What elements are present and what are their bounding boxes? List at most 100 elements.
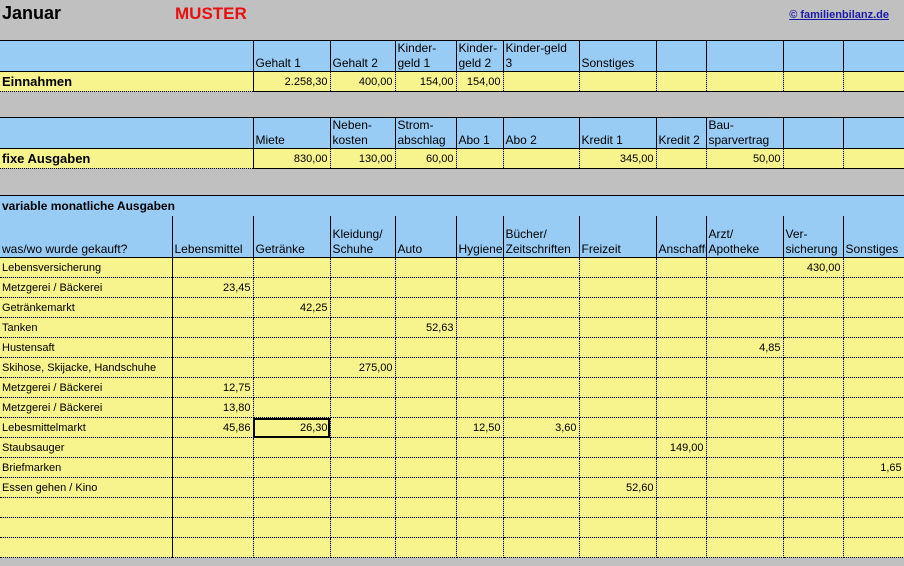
- expense-cell[interactable]: [330, 377, 396, 398]
- expense-cell[interactable]: [706, 357, 784, 378]
- expense-cell[interactable]: [503, 277, 580, 298]
- expense-cell[interactable]: [783, 317, 844, 338]
- variable-column-header[interactable]: Lebensmittel: [172, 215, 254, 258]
- expense-cell[interactable]: 12,50: [456, 417, 504, 438]
- expense-cell[interactable]: [706, 437, 784, 458]
- expense-cell[interactable]: [579, 417, 657, 438]
- income-value-cell[interactable]: [579, 71, 657, 92]
- expense-cell[interactable]: [172, 257, 254, 278]
- expense-cell[interactable]: 4,85: [706, 337, 784, 358]
- expense-cell[interactable]: [783, 357, 844, 378]
- expense-cell[interactable]: [706, 257, 784, 278]
- expense-cell[interactable]: [579, 537, 657, 558]
- variable-column-header[interactable]: Freizeit: [579, 215, 657, 258]
- fixed-value-cell[interactable]: [783, 148, 844, 169]
- purchase-label-cell[interactable]: Metzgerei / Bäckerei: [0, 377, 173, 398]
- purchase-label-cell[interactable]: Lebesmittelmarkt: [0, 417, 173, 438]
- expense-cell[interactable]: [579, 397, 657, 418]
- expense-cell[interactable]: [456, 477, 504, 498]
- purchase-label-cell[interactable]: Hustensaft: [0, 337, 173, 358]
- expense-cell[interactable]: [783, 537, 844, 558]
- expense-cell[interactable]: [843, 257, 904, 278]
- income-value-cell[interactable]: [843, 71, 904, 92]
- expense-cell[interactable]: 1,65: [843, 457, 904, 478]
- expense-cell[interactable]: [843, 297, 904, 318]
- expense-cell[interactable]: [503, 437, 580, 458]
- expense-cell[interactable]: [253, 357, 331, 378]
- expense-cell[interactable]: [579, 377, 657, 398]
- expense-cell[interactable]: [395, 517, 457, 538]
- expense-cell[interactable]: 26,30: [253, 417, 331, 438]
- purchase-label-cell[interactable]: Getränkemarkt: [0, 297, 173, 318]
- expense-cell[interactable]: [783, 297, 844, 318]
- expense-cell[interactable]: [783, 417, 844, 438]
- expense-cell[interactable]: [253, 277, 331, 298]
- expense-cell[interactable]: [706, 457, 784, 478]
- variable-column-header[interactable]: Anschaffungen: [656, 215, 707, 258]
- expense-cell[interactable]: [456, 397, 504, 418]
- expense-cell[interactable]: 52,60: [579, 477, 657, 498]
- income-value-cell[interactable]: [503, 71, 580, 92]
- expense-cell[interactable]: [330, 317, 396, 338]
- expense-cell[interactable]: [706, 377, 784, 398]
- fixed-row-label[interactable]: fixe Ausgaben: [0, 148, 254, 169]
- fixed-column-header[interactable]: Neben-kosten: [330, 117, 396, 149]
- expense-cell[interactable]: [579, 497, 657, 518]
- expense-cell[interactable]: [395, 357, 457, 378]
- expense-cell[interactable]: [395, 257, 457, 278]
- expense-cell[interactable]: [330, 477, 396, 498]
- purchase-label-cell[interactable]: Briefmarken: [0, 457, 173, 478]
- expense-cell[interactable]: [330, 437, 396, 458]
- expense-cell[interactable]: [843, 417, 904, 438]
- expense-cell[interactable]: [395, 397, 457, 418]
- expense-cell[interactable]: [395, 477, 457, 498]
- expense-cell[interactable]: [172, 437, 254, 458]
- income-value-cell[interactable]: [783, 71, 844, 92]
- expense-cell[interactable]: [656, 377, 707, 398]
- expense-cell[interactable]: [656, 417, 707, 438]
- fixed-value-cell[interactable]: 50,00: [706, 148, 784, 169]
- expense-cell[interactable]: [783, 497, 844, 518]
- income-column-header[interactable]: [783, 40, 844, 72]
- expense-cell[interactable]: [503, 477, 580, 498]
- expense-cell[interactable]: 23,45: [172, 277, 254, 298]
- expense-cell[interactable]: [330, 257, 396, 278]
- expense-cell[interactable]: [706, 297, 784, 318]
- expense-cell[interactable]: [172, 517, 254, 538]
- expense-cell[interactable]: [253, 477, 331, 498]
- income-column-header[interactable]: Sonstiges: [579, 40, 657, 72]
- income-row-label[interactable]: Einnahmen: [0, 71, 254, 92]
- expense-cell[interactable]: [656, 337, 707, 358]
- income-column-header[interactable]: [656, 40, 707, 72]
- expense-cell[interactable]: [395, 337, 457, 358]
- expense-cell[interactable]: [503, 397, 580, 418]
- expense-cell[interactable]: [503, 537, 580, 558]
- expense-cell[interactable]: [843, 477, 904, 498]
- fixed-column-header[interactable]: Abo 1: [456, 117, 504, 149]
- income-value-cell[interactable]: 154,00: [395, 71, 457, 92]
- expense-cell[interactable]: [503, 257, 580, 278]
- expense-cell[interactable]: [172, 477, 254, 498]
- variable-column-header[interactable]: Getränke: [253, 215, 331, 258]
- expense-cell[interactable]: [783, 517, 844, 538]
- fixed-column-header[interactable]: Kredit 1: [579, 117, 657, 149]
- variable-column-header[interactable]: Ver-sicherung: [783, 215, 844, 258]
- purchase-label-cell[interactable]: Essen gehen / Kino: [0, 477, 173, 498]
- expense-cell[interactable]: [395, 377, 457, 398]
- expense-cell[interactable]: [579, 297, 657, 318]
- variable-column-header[interactable]: Bücher/ Zeitschriften: [503, 215, 580, 258]
- expense-cell[interactable]: 149,00: [656, 437, 707, 458]
- expense-cell[interactable]: [172, 497, 254, 518]
- expense-cell[interactable]: [783, 397, 844, 418]
- expense-cell[interactable]: 275,00: [330, 357, 396, 378]
- expense-cell[interactable]: 13,80: [172, 397, 254, 418]
- expense-cell[interactable]: [395, 537, 457, 558]
- purchase-label-cell[interactable]: Metzgerei / Bäckerei: [0, 277, 173, 298]
- expense-cell[interactable]: [503, 297, 580, 318]
- website-link[interactable]: © familienbilanz.de: [789, 9, 889, 21]
- expense-cell[interactable]: [253, 257, 331, 278]
- expense-cell[interactable]: 42,25: [253, 297, 331, 318]
- expense-cell[interactable]: [330, 297, 396, 318]
- expense-cell[interactable]: [395, 417, 457, 438]
- expense-cell[interactable]: [783, 277, 844, 298]
